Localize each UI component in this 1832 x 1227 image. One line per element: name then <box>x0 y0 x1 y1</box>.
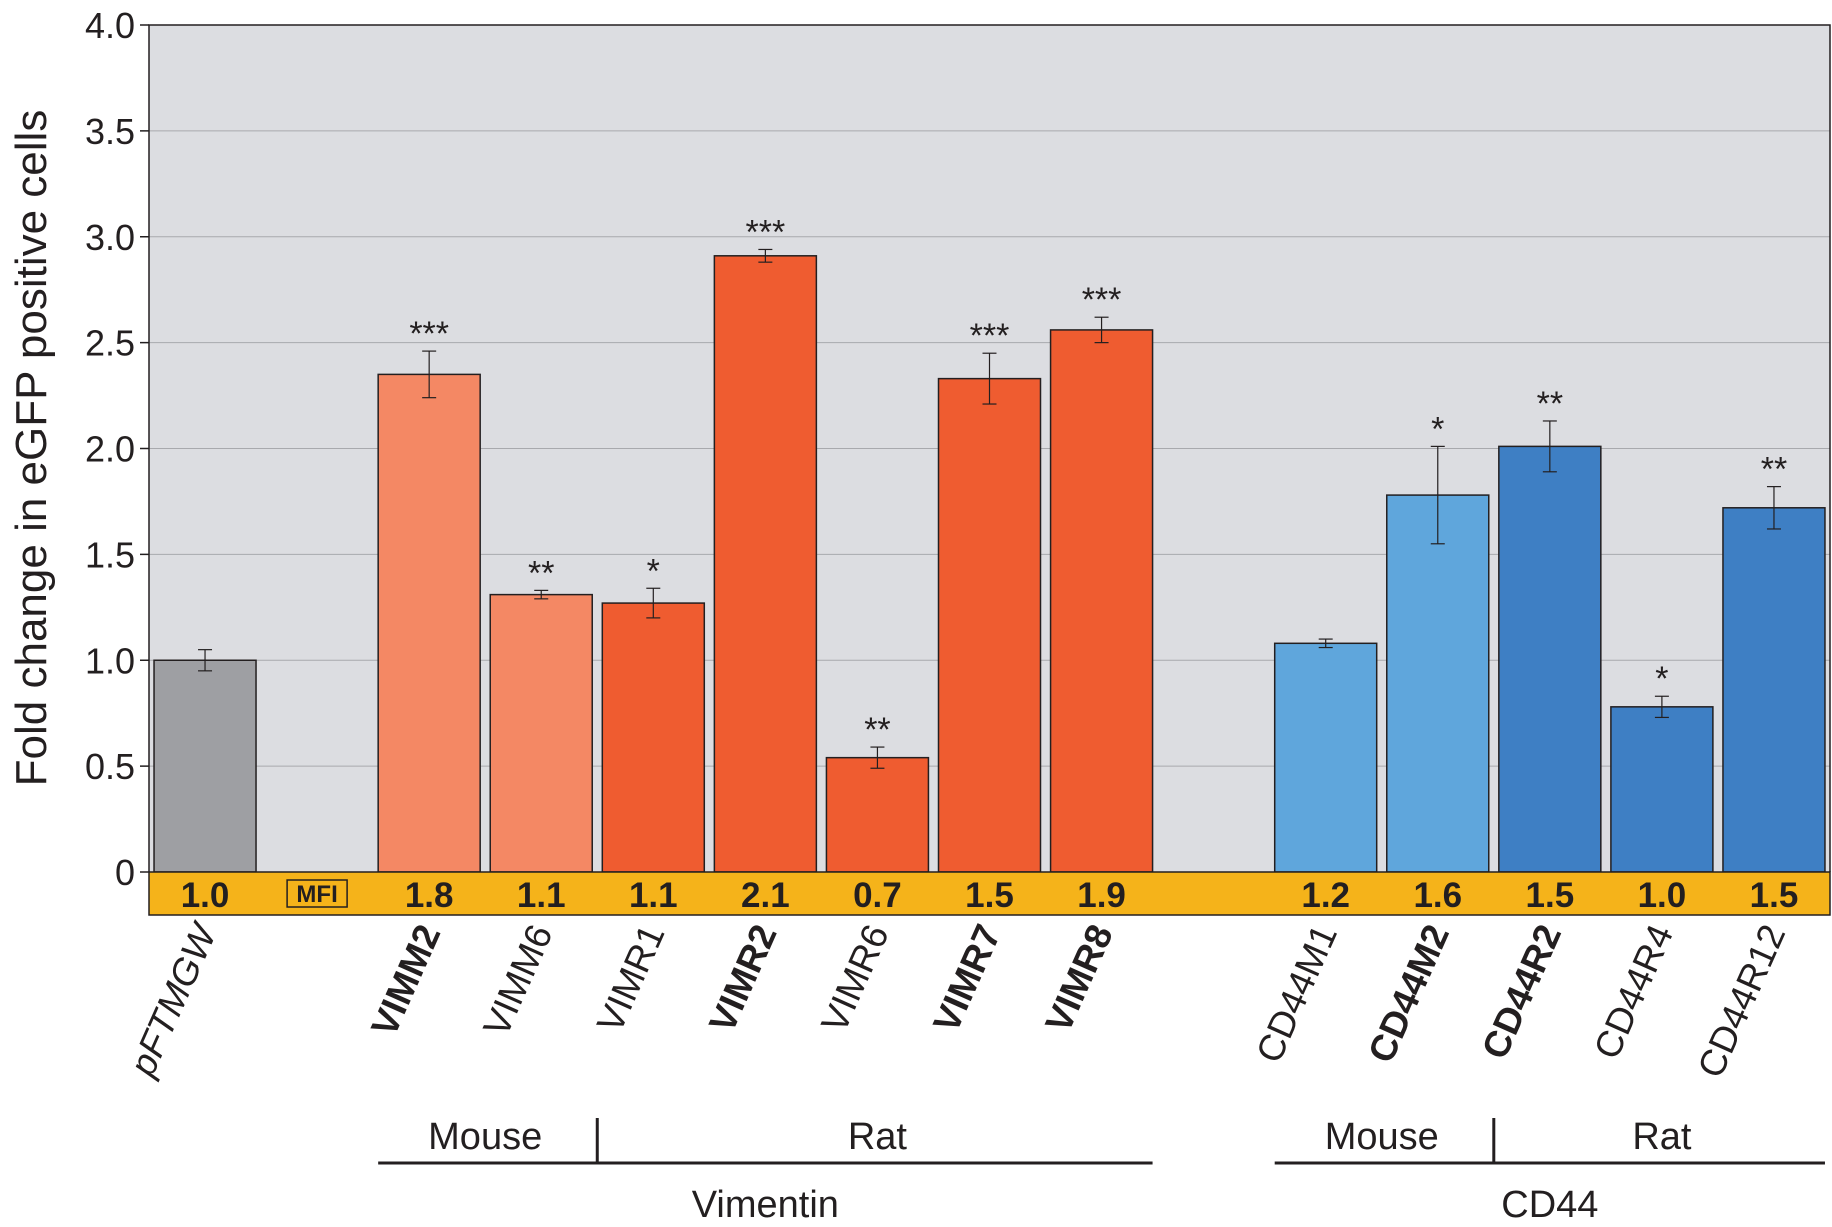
mfi-value: 1.1 <box>629 876 678 915</box>
subgroup-label: Mouse <box>1325 1116 1439 1158</box>
mfi-value: 1.0 <box>181 876 230 915</box>
mfi-label-box <box>286 879 348 908</box>
x-tick-label: VIMR2 <box>701 919 784 1039</box>
y-tick-label: 0 <box>115 852 135 893</box>
significance-label: *** <box>409 315 449 353</box>
mfi-value: 1.0 <box>1638 876 1687 915</box>
bar <box>713 255 818 873</box>
significance-label: ** <box>1537 385 1563 423</box>
significance-label: * <box>1431 410 1444 448</box>
bar <box>1498 445 1602 873</box>
bar <box>937 377 1042 873</box>
bar <box>1722 507 1826 873</box>
mfi-value: 0.7 <box>853 876 902 915</box>
group-brackets: Vimentin Mouse Rat CD44 Mouse Rat <box>378 1116 1825 1226</box>
y-tick-label: 1.5 <box>85 534 135 575</box>
bar <box>1049 329 1154 873</box>
mfi-value: 1.1 <box>517 876 566 915</box>
x-tick-label: VIMR6 <box>813 919 896 1039</box>
mfi-band-background <box>148 871 1831 916</box>
y-axis: 0 0.5 1.0 1.5 2.0 2.5 3.0 3.5 4.0 <box>85 5 149 893</box>
x-tick-label: CD44R2 <box>1474 919 1569 1065</box>
significance-label: * <box>647 552 660 590</box>
mfi-value: 2.1 <box>741 876 790 915</box>
significance-label: ** <box>864 711 890 749</box>
mfi-label: MFI <box>296 881 337 908</box>
mfi-value: 1.2 <box>1301 876 1350 915</box>
x-tick-label: CD44R12 <box>1690 919 1794 1084</box>
y-tick-label: 3.5 <box>85 111 135 152</box>
bar <box>1610 706 1714 873</box>
bar <box>825 756 930 873</box>
mfi-value: 1.5 <box>965 876 1014 915</box>
y-tick-label: 0.5 <box>85 746 135 787</box>
x-tick-label: CD44M1 <box>1248 919 1345 1069</box>
mfi-value: 1.5 <box>1526 876 1575 915</box>
x-tick-label: CD44M2 <box>1360 919 1457 1069</box>
subgroup-label: Rat <box>848 1116 908 1158</box>
significance-label: *** <box>1082 281 1122 319</box>
y-tick-label: 2.0 <box>85 429 135 470</box>
significance-label: *** <box>970 317 1010 355</box>
mfi-value: 1.9 <box>1077 876 1126 915</box>
x-tick-label: pFTMGW <box>121 916 225 1083</box>
bar <box>1273 642 1378 873</box>
y-tick-label: 3.0 <box>85 217 135 258</box>
y-tick-label: 4.0 <box>85 5 135 46</box>
bar <box>377 373 481 873</box>
y-tick-label: 2.5 <box>85 323 135 364</box>
x-tick-label: CD44R4 <box>1586 919 1681 1065</box>
x-tick-label: VIMR7 <box>925 919 1008 1039</box>
significance-label: ** <box>528 554 554 592</box>
mfi-value: 1.5 <box>1750 876 1799 915</box>
bar <box>489 593 593 873</box>
x-tick-label: VIMR8 <box>1037 919 1120 1039</box>
subgroup-label: Mouse <box>428 1116 542 1158</box>
bar <box>1386 494 1490 873</box>
mfi-value: 1.6 <box>1413 876 1462 915</box>
y-tick-label: 1.0 <box>85 640 135 681</box>
x-tick-label: VIMR1 <box>589 919 672 1039</box>
subgroup-label: Rat <box>1632 1116 1692 1158</box>
x-tick-label: VIMM2 <box>363 919 448 1043</box>
y-axis-title: Fold change in eGFP positive cells <box>7 110 56 787</box>
bars-layer: ***** ****************** <box>153 213 1826 873</box>
mfi-band: 1.0 1.8 1.1 1.1 2.1 0.7 1.5 1.9 1.2 1.6 1.5 1.0 1.5 M… <box>148 871 1831 916</box>
group-label: CD44 <box>1501 1184 1598 1226</box>
bar <box>601 602 706 873</box>
group-label: Vimentin <box>692 1184 839 1226</box>
significance-label: *** <box>746 213 786 251</box>
significance-label: ** <box>1761 451 1787 489</box>
mfi-value: 1.8 <box>405 876 454 915</box>
x-axis-labels: pFTMGW VIMM2 VIMM6 VIMR1 VIMR2 VIMR6 VIMR7 VIMR… <box>121 916 1793 1084</box>
significance-label: * <box>1655 660 1668 698</box>
x-tick-label: VIMM6 <box>475 919 560 1043</box>
bar <box>153 659 257 873</box>
